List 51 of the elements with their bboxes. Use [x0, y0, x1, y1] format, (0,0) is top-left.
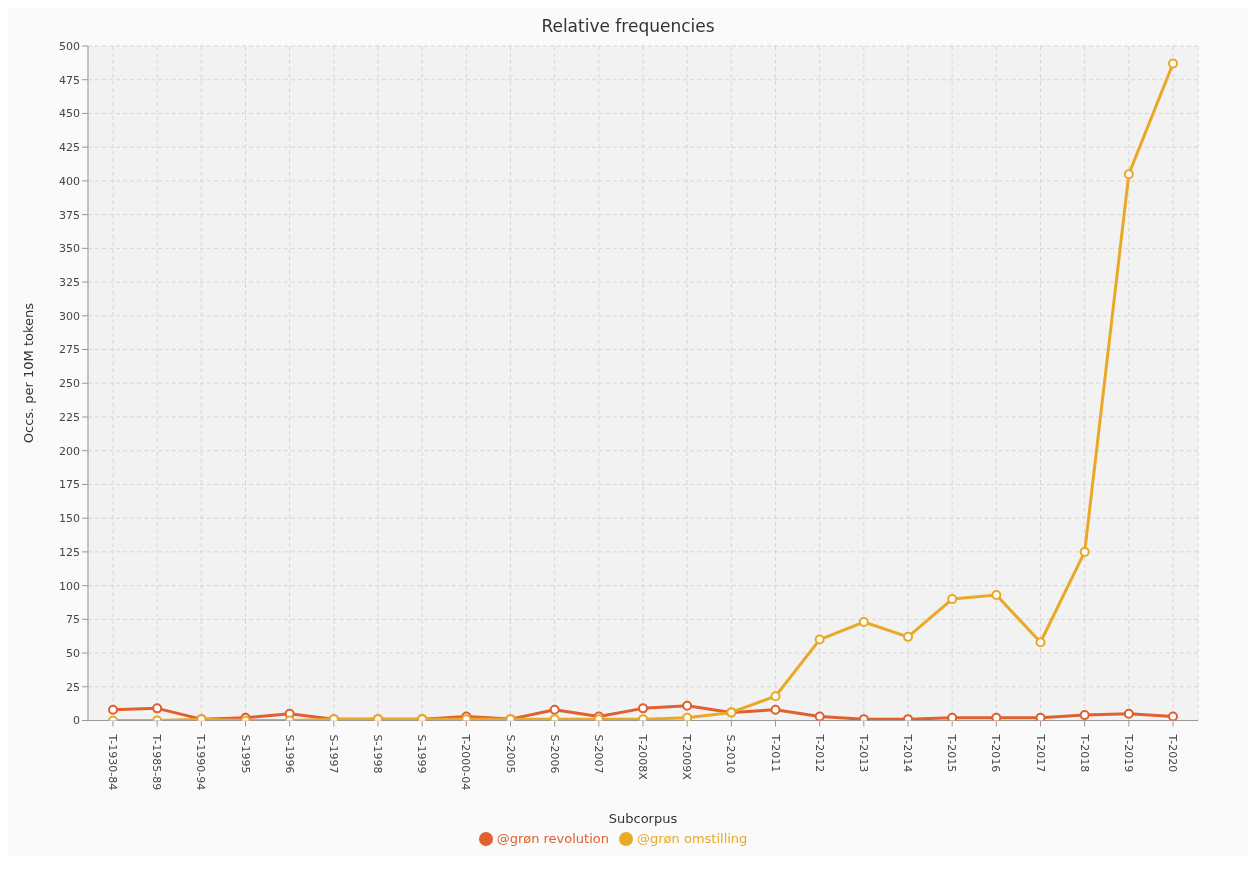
y-tick-label: 225: [59, 410, 80, 424]
x-tick-label: T-2017: [1033, 733, 1047, 773]
x-tick-label: S-2010: [724, 734, 738, 774]
x-tick-label: T-2000-04: [459, 733, 473, 791]
x-tick-label: T-2013: [856, 733, 870, 773]
y-axis-title: Occs. per 10M tokens: [20, 302, 36, 444]
x-tick-label: S-1996: [282, 734, 296, 774]
chart-title: Relative frequencies: [540, 15, 716, 36]
y-tick-label: 325: [59, 275, 80, 289]
x-tick-label: S-2006: [547, 734, 561, 774]
x-tick-label: T-2014: [901, 733, 915, 773]
y-tick-label: 425: [59, 141, 80, 155]
x-tick-label: T-2008X: [636, 733, 650, 781]
x-tick-label: S-1995: [238, 734, 252, 774]
y-tick-label: 375: [59, 208, 80, 222]
x-tick-label: T-1930-84: [106, 733, 120, 791]
y-tick-label: 300: [59, 309, 80, 323]
y-tick-label: 150: [59, 512, 80, 526]
y-tick-label: 250: [59, 377, 80, 391]
y-tick-label: 200: [59, 444, 80, 458]
y-tick-label: 475: [59, 73, 80, 87]
y-tick-label: 275: [59, 343, 80, 357]
y-tick-label: 0: [73, 714, 80, 728]
legend-label: @grøn revolution: [496, 830, 610, 846]
x-axis-title: Subcorpus: [608, 810, 678, 826]
y-tick-label: 50: [66, 646, 80, 660]
x-tick-label: S-2005: [503, 734, 517, 774]
y-tick-label: 500: [59, 39, 80, 53]
x-tick-label: S-1998: [371, 734, 385, 774]
x-tick-label: T-1990-94: [194, 733, 208, 791]
x-tick-label: S-2007: [591, 734, 605, 774]
y-tick-label: 175: [59, 478, 80, 492]
x-tick-label: T-2018: [1077, 733, 1091, 773]
x-tick-label: T-2011: [768, 733, 782, 773]
x-tick-label: T-2016: [989, 733, 1003, 773]
x-tick-label: T-2015: [945, 733, 959, 773]
y-tick-label: 25: [66, 680, 80, 694]
y-tick-label: 125: [59, 545, 80, 559]
y-tick-label: 450: [59, 107, 80, 121]
legend-label: @grøn omstilling: [637, 830, 748, 846]
y-tick-label: 100: [59, 579, 80, 593]
x-tick-label: S-1999: [415, 734, 429, 774]
x-tick-label: T-1985-89: [150, 733, 164, 791]
y-tick-label: 400: [59, 174, 80, 188]
x-tick-label: S-1997: [326, 734, 340, 774]
x-tick-label: T-2020: [1166, 733, 1180, 773]
y-tick-label: 75: [66, 613, 80, 627]
y-tick-label: 350: [59, 242, 80, 256]
x-tick-label: T-2009X: [680, 733, 694, 781]
x-tick-label: T-2019: [1121, 733, 1135, 773]
x-tick-label: T-2012: [812, 733, 826, 773]
